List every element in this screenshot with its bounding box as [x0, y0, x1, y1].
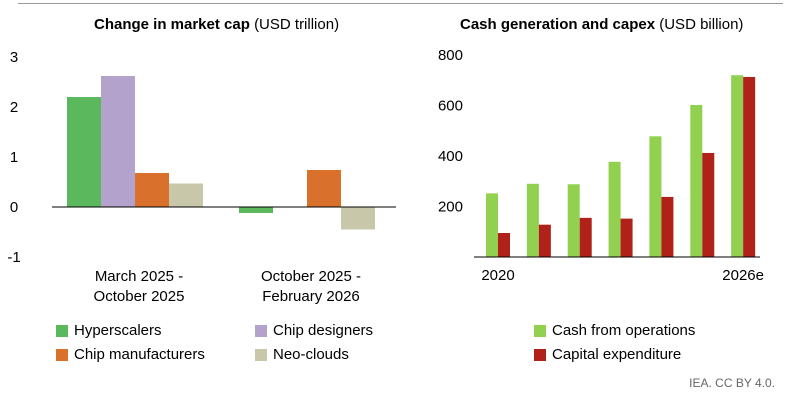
- legend-label-neo-clouds: Neo-clouds: [273, 346, 349, 363]
- left-chart-title: Change in market cap (USD trillion): [94, 16, 339, 33]
- bar-cash-from-operations: [608, 161, 621, 257]
- legend-swatch-hyperscalers: [56, 324, 68, 337]
- bar-capital-expenditure: [702, 152, 715, 257]
- legend-chip-manufacturers: Chip manufacturers: [56, 346, 205, 363]
- left-category-label: February 2026: [262, 288, 360, 305]
- left-ytick-label: -1: [7, 249, 20, 266]
- legend-swatch-chip-designers: [255, 324, 267, 337]
- bar-chip-designers: [101, 76, 135, 207]
- legend-label-hyperscalers: Hyperscalers: [74, 322, 162, 339]
- legend-label-cash-from-operations: Cash from operations: [552, 322, 696, 339]
- bar-cash-from-operations: [690, 104, 703, 258]
- legend-label-capital-expenditure: Capital expenditure: [552, 346, 682, 363]
- right-chart-title-main: Cash generation and capex: [460, 16, 656, 33]
- left-category-label: October 2025 -: [261, 268, 361, 285]
- right-x-label: 2026e: [722, 267, 764, 284]
- left-category-label: March 2025 -: [95, 268, 183, 285]
- market-cap-chart: -1 0 1 2 3 March 2025 - October 2025 October 20…: [7, 49, 396, 305]
- bar-hyperscalers: [67, 97, 101, 207]
- left-ytick-label: 1: [10, 149, 18, 166]
- bar-cash-from-operations: [526, 183, 539, 257]
- credit-text: IEA. CC BY 4.0.: [689, 376, 775, 390]
- bar-capital-expenditure: [743, 76, 756, 257]
- top-rule: [18, 3, 783, 4]
- right-ytick-label: 600: [438, 98, 463, 115]
- bar-capital-expenditure: [498, 233, 510, 257]
- left-ytick-label: 2: [10, 99, 18, 116]
- right-chart-title-unit: (USD billion): [659, 16, 744, 33]
- bar-cash-from-operations: [649, 136, 662, 257]
- legend-cash-from-operations: Cash from operations: [534, 322, 695, 339]
- legend-label-chip-designers: Chip designers: [273, 322, 374, 339]
- legend-chip-designers: Chip designers: [255, 322, 373, 339]
- right-ytick-label: 800: [438, 47, 463, 64]
- left-ytick-label: 3: [10, 49, 18, 66]
- right-ytick-label: 400: [438, 148, 463, 165]
- right-chart-title: Cash generation and capex (USD billion): [460, 16, 743, 33]
- bar-capital-expenditure: [661, 196, 674, 257]
- legend-capital-expenditure: Capital expenditure: [534, 346, 681, 363]
- bar-cash-from-operations: [486, 193, 498, 257]
- bar-capital-expenditure: [620, 218, 633, 257]
- legend-swatch-capital-expenditure: [534, 348, 546, 361]
- bar-chip-manufacturers: [135, 173, 169, 207]
- bar-cash-from-operations: [731, 75, 744, 257]
- left-ytick-label: 0: [10, 199, 18, 216]
- right-ytick-label: 200: [438, 199, 463, 216]
- bar-cash-from-operations: [567, 184, 580, 257]
- bar-neo-clouds: [341, 207, 375, 230]
- left-chart-title-unit: (USD trillion): [254, 16, 340, 33]
- legend-swatch-chip-manufacturers: [56, 348, 68, 361]
- legend-swatch-neo-clouds: [255, 348, 267, 361]
- right-x-label: 2020: [481, 267, 514, 284]
- legend-swatch-cash-from-operations: [534, 324, 546, 337]
- legend-hyperscalers: Hyperscalers: [56, 322, 162, 339]
- bar-neo-clouds: [169, 183, 203, 207]
- legend-neo-clouds: Neo-clouds: [255, 346, 349, 363]
- bar-chip-manufacturers: [307, 170, 341, 207]
- legend-label-chip-manufacturers: Chip manufacturers: [74, 346, 205, 363]
- bar-capital-expenditure: [579, 217, 592, 257]
- left-category-label: October 2025: [94, 288, 185, 305]
- bar-capital-expenditure: [538, 224, 551, 257]
- left-chart-title-main: Change in market cap: [94, 16, 250, 33]
- bar-hyperscalers: [239, 207, 273, 213]
